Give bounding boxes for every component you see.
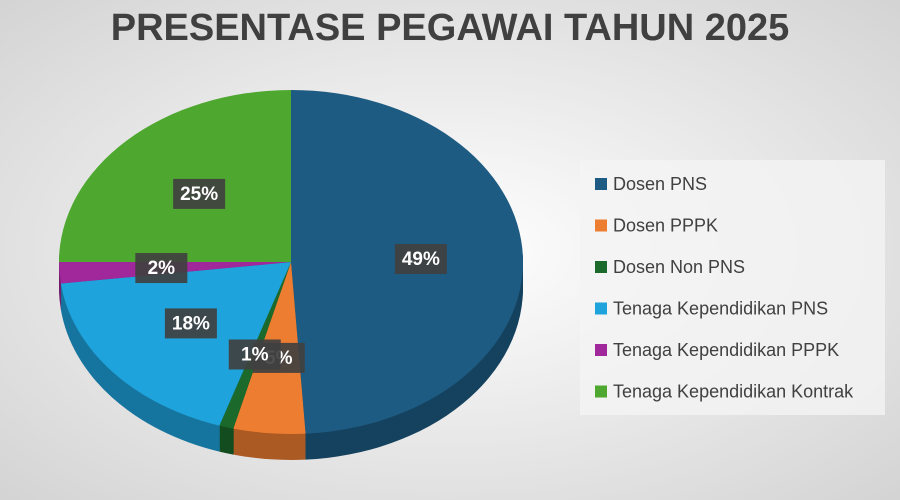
legend-swatch bbox=[595, 385, 607, 398]
legend-swatch bbox=[595, 261, 607, 273]
legend-swatch bbox=[595, 219, 607, 232]
legend-label: Tenaga Kependidikan Kontrak bbox=[613, 381, 854, 401]
legend-label: Dosen PPPK bbox=[613, 215, 718, 235]
data-label: 25% bbox=[180, 184, 218, 205]
data-label: 49% bbox=[402, 249, 440, 270]
chart-title: PRESENTASE PEGAWAI TAHUN 2025 bbox=[111, 7, 790, 49]
data-label-box bbox=[394, 243, 447, 274]
data-label-box bbox=[173, 178, 226, 209]
pie: 49%5%1%18%2%25% bbox=[59, 90, 523, 460]
legend-box bbox=[580, 160, 885, 415]
legend-swatch bbox=[595, 178, 607, 190]
legend: Dosen PNS Dosen PPPK Dosen Non PNS Tenaga K… bbox=[595, 174, 854, 401]
legend-label: Dosen Non PNS bbox=[613, 257, 745, 277]
legend-swatch bbox=[595, 344, 607, 356]
data-label-box bbox=[228, 339, 281, 370]
data-label: 18% bbox=[172, 313, 210, 334]
legend-swatch bbox=[595, 302, 607, 315]
slice bbox=[59, 90, 291, 262]
data-label: 2% bbox=[148, 258, 176, 279]
data-label-box bbox=[135, 253, 188, 284]
legend-label: Tenaga Kependidikan PPPK bbox=[613, 340, 839, 360]
legend-label: Tenaga Kependidikan PNS bbox=[613, 298, 828, 318]
slice bbox=[60, 262, 291, 426]
data-label-box bbox=[164, 308, 217, 339]
legend-label: Dosen PNS bbox=[613, 174, 707, 194]
data-label: 1% bbox=[241, 345, 269, 366]
